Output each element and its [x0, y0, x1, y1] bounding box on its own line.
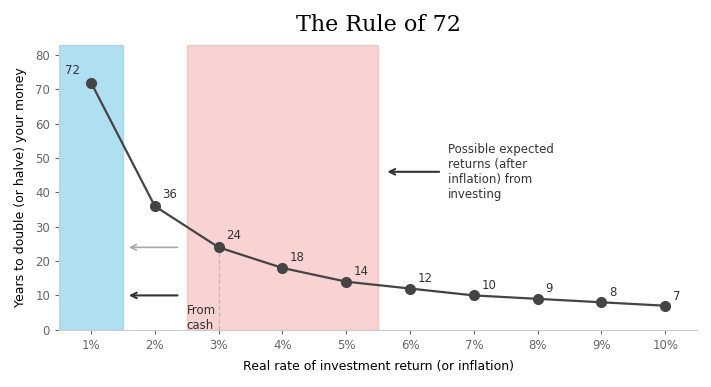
Bar — [59, 45, 123, 330]
Bar — [187, 45, 378, 330]
Text: 12: 12 — [417, 272, 433, 285]
Text: 72: 72 — [65, 64, 80, 77]
Text: From
cash: From cash — [187, 304, 216, 332]
Text: 10: 10 — [481, 279, 496, 292]
Title: The Rule of 72: The Rule of 72 — [296, 14, 461, 36]
Text: 36: 36 — [163, 188, 177, 201]
Text: Possible expected
returns (after
inflation) from
investing: Possible expected returns (after inflati… — [449, 143, 554, 201]
Text: 8: 8 — [609, 286, 616, 299]
X-axis label: Real rate of investment return (or inflation): Real rate of investment return (or infla… — [242, 360, 513, 373]
Text: 24: 24 — [226, 229, 241, 242]
Text: 9: 9 — [545, 283, 552, 295]
Text: 14: 14 — [354, 265, 369, 277]
Text: 18: 18 — [290, 251, 305, 264]
Y-axis label: Years to double (or halve) your money: Years to double (or halve) your money — [14, 67, 27, 307]
Text: 7: 7 — [673, 290, 680, 303]
